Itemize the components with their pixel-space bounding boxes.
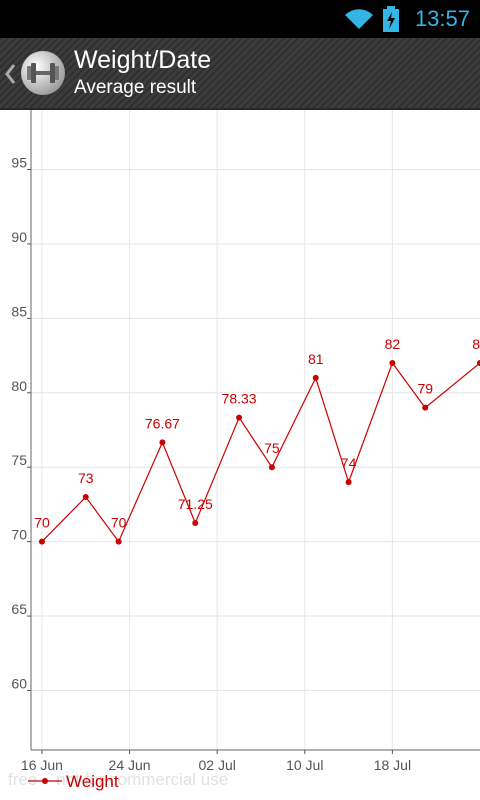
data-label: 74 bbox=[341, 455, 357, 471]
data-point[interactable] bbox=[82, 493, 89, 500]
action-bar: Weight/Date Average result bbox=[0, 38, 480, 110]
data-label: 70 bbox=[34, 515, 50, 531]
data-label: 76.67 bbox=[145, 415, 180, 431]
y-tick-label: 85 bbox=[11, 303, 27, 319]
y-tick-label: 95 bbox=[11, 155, 27, 171]
data-point[interactable] bbox=[477, 360, 480, 367]
data-point[interactable] bbox=[345, 479, 352, 486]
data-point[interactable] bbox=[312, 374, 319, 381]
y-tick-label: 80 bbox=[11, 378, 27, 394]
data-point[interactable] bbox=[159, 439, 166, 446]
data-point[interactable] bbox=[236, 414, 243, 421]
y-tick-label: 90 bbox=[11, 229, 27, 245]
y-tick-label: 70 bbox=[11, 527, 27, 543]
data-label: 82 bbox=[472, 336, 480, 352]
watermark: free – not for commercial use bbox=[8, 770, 229, 789]
y-tick-label: 60 bbox=[11, 675, 27, 691]
up-caret-icon[interactable] bbox=[4, 62, 16, 86]
y-tick-label: 75 bbox=[11, 452, 27, 468]
legend-label-weight: Weight bbox=[66, 772, 119, 791]
weight-chart: 60 65 70 75 80 85 90 95 16 Jun 24 Jun 02 Jul 10 Jul… bbox=[11, 110, 480, 791]
y-tick-label: 65 bbox=[11, 601, 27, 617]
x-tick-label: 16 Jun bbox=[21, 757, 63, 773]
data-label: 71.25 bbox=[178, 496, 213, 512]
dumbbell-app-icon[interactable] bbox=[20, 50, 66, 96]
x-tick-label: 18 Jul bbox=[374, 757, 411, 773]
series-line-weight bbox=[41, 361, 480, 543]
wifi-icon bbox=[345, 9, 373, 29]
legend-marker-weight bbox=[42, 778, 48, 784]
data-point[interactable] bbox=[422, 404, 429, 411]
data-point[interactable] bbox=[389, 360, 396, 367]
data-point[interactable] bbox=[192, 520, 199, 527]
data-label: 78.33 bbox=[222, 391, 257, 407]
data-label: 73 bbox=[78, 470, 94, 486]
data-label: 79 bbox=[417, 381, 433, 397]
data-point[interactable] bbox=[268, 464, 275, 471]
data-label: 82 bbox=[385, 336, 401, 352]
status-time: 13:57 bbox=[414, 6, 470, 31]
battery-charging-icon bbox=[383, 6, 399, 32]
page-title: Weight/Date bbox=[74, 46, 212, 74]
x-tick-label: 24 Jun bbox=[109, 757, 151, 773]
page-subtitle: Average result bbox=[74, 77, 197, 98]
data-point[interactable] bbox=[115, 538, 122, 545]
status-bar: 13:57 bbox=[0, 0, 480, 38]
data-label: 75 bbox=[264, 440, 280, 456]
data-point[interactable] bbox=[38, 538, 45, 545]
data-label: 70 bbox=[111, 515, 127, 531]
x-tick-label: 02 Jul bbox=[198, 757, 235, 773]
data-label: 81 bbox=[308, 351, 324, 367]
x-tick-label: 10 Jul bbox=[286, 757, 323, 773]
